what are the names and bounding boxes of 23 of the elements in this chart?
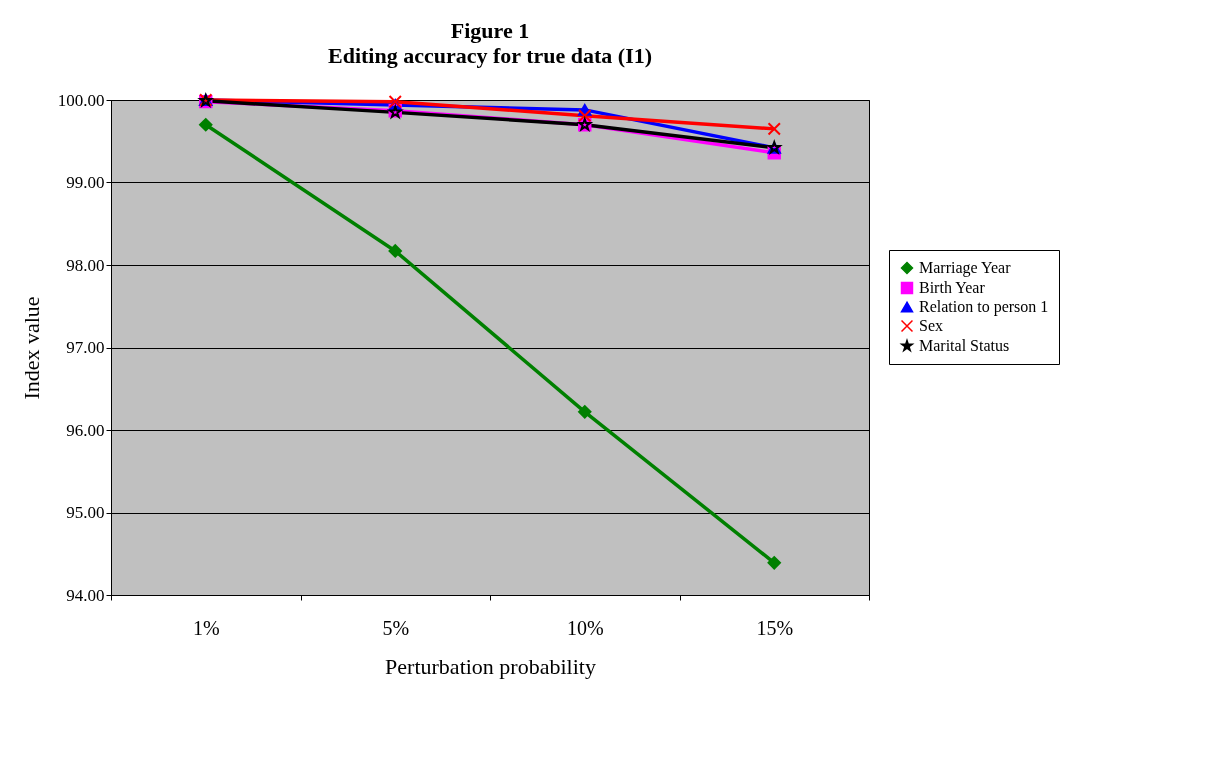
y-tick-label: 98.00 (66, 255, 105, 275)
x-axis-title: Perturbation probability (385, 653, 596, 679)
x-tick-label: 15% (756, 616, 794, 639)
y-tick-label: 94.00 (66, 585, 105, 605)
legend-label: Birth Year (919, 279, 986, 296)
point (767, 122, 781, 136)
legend-label: Marriage Year (919, 259, 1012, 277)
x-tick-label: 10% (566, 616, 604, 639)
x-tick-label: 5% (382, 616, 410, 639)
y-axis-title: Index value (18, 296, 44, 400)
legend-label: Sex (919, 317, 943, 334)
y-tick-label: 95.00 (66, 503, 105, 522)
chart-subtitle: Editing accuracy for true data (I1) (327, 43, 653, 69)
point (388, 94, 402, 109)
x-tick-label: 1% (192, 616, 220, 639)
y-tick-label: 96.00 (66, 420, 105, 440)
point (578, 108, 592, 123)
y-tick-label: 100.00 (57, 90, 105, 110)
chart-title: Figure 1 (450, 18, 530, 44)
y-tick-label: 97.00 (66, 338, 105, 357)
y-tick-label: 99.00 (66, 173, 105, 192)
legend-label: Relation to person 1 (919, 298, 1049, 316)
legend-label: Marital Status (919, 337, 1010, 354)
